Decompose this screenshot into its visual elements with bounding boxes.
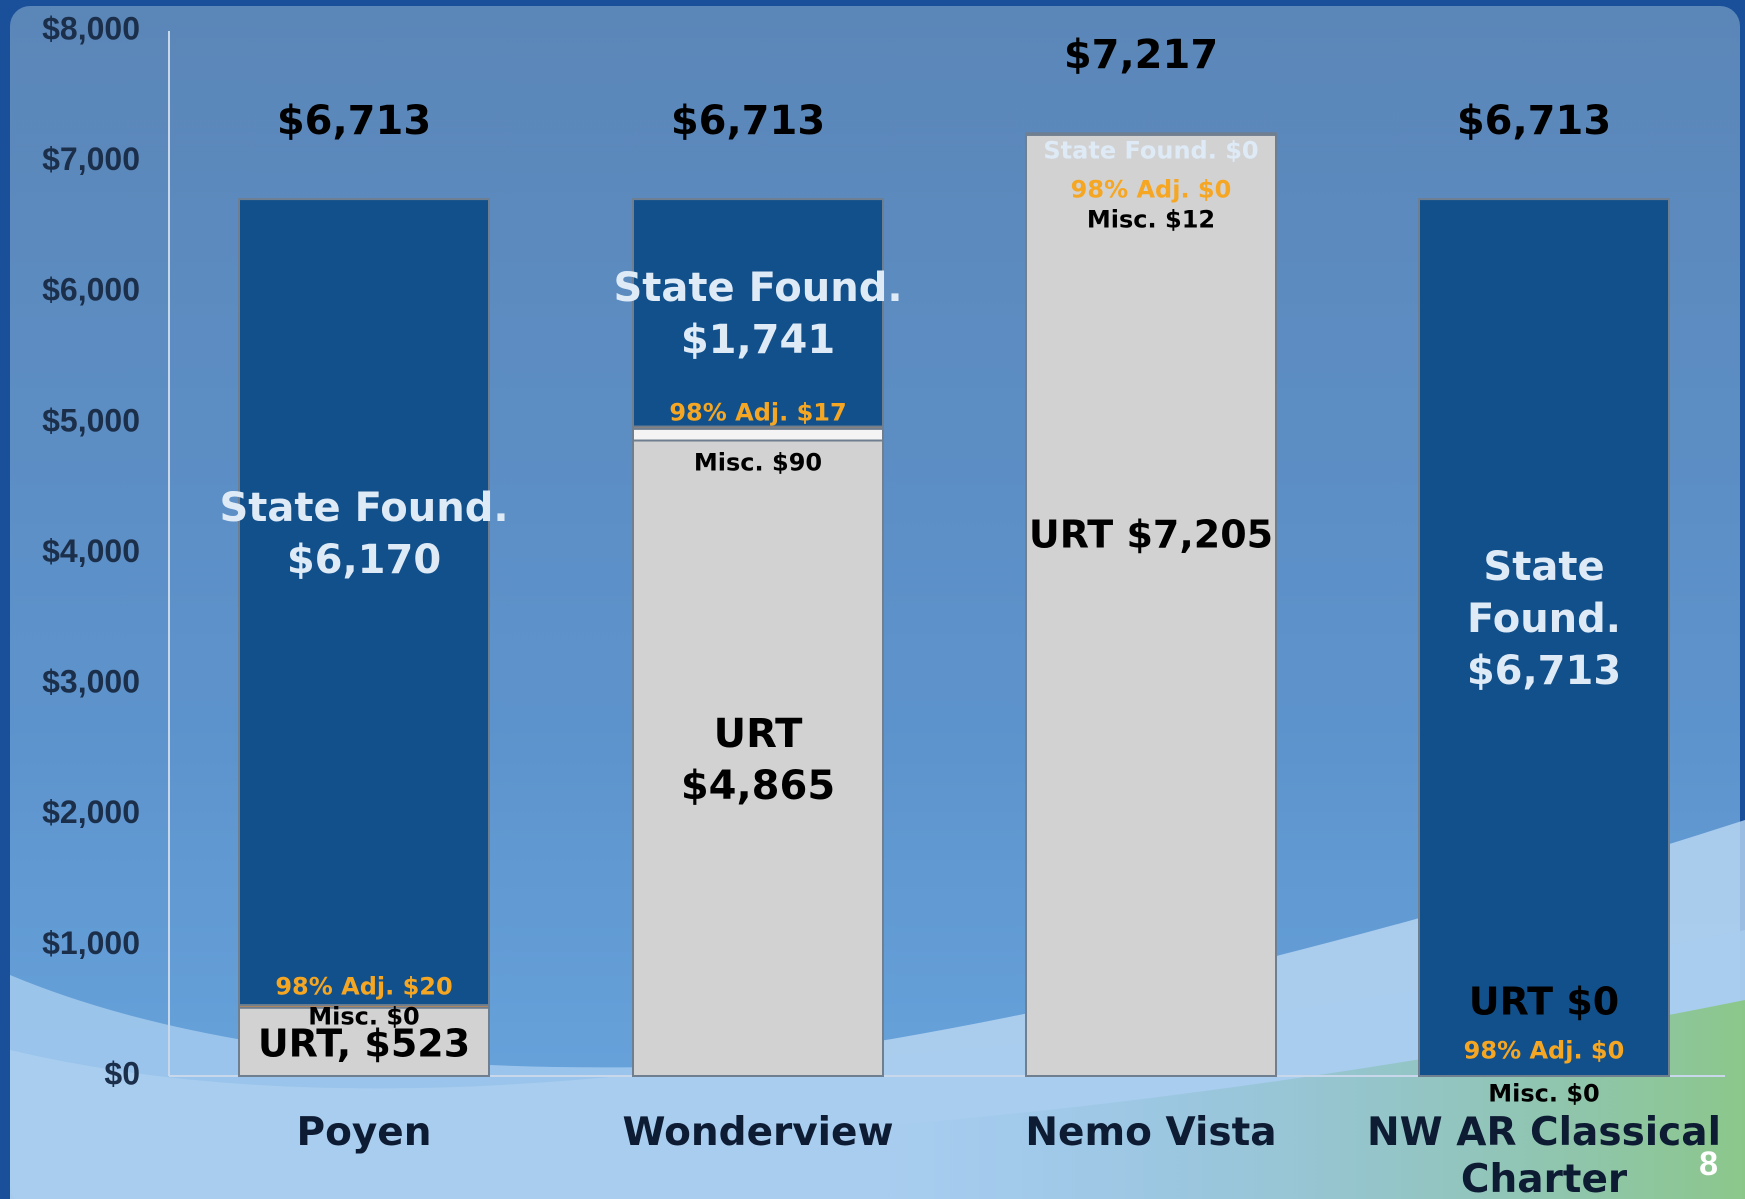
x-tick-label: NW AR Classical Charter	[1367, 1110, 1721, 1199]
segment-label: State Found. $6,170	[219, 485, 509, 583]
segment-label: 98% Adj. $0	[1070, 175, 1232, 204]
bar-segment	[238, 198, 490, 1007]
segment-label: Misc. $12	[1086, 205, 1216, 234]
segment-label: State Found. $0	[1043, 136, 1259, 165]
x-tick-label: Wonderview	[622, 1110, 894, 1155]
segment-label: State Found. $6,713	[1466, 544, 1622, 694]
y-tick-label: $1,000	[42, 925, 140, 961]
y-tick-label: $3,000	[42, 664, 140, 700]
segment-label: 98% Adj. $17	[669, 398, 847, 427]
bar-segment	[1025, 132, 1277, 136]
bar-segment	[632, 427, 884, 442]
y-tick-label: $0	[104, 1055, 140, 1091]
bar-segment	[632, 439, 884, 1077]
segment-label: URT, $523	[257, 1021, 471, 1066]
y-tick-label: $4,000	[42, 533, 140, 569]
segment-label: State Found. $1,741	[613, 265, 903, 363]
bar-segment	[1025, 133, 1277, 1078]
segment-label: Misc. $90	[693, 448, 823, 477]
bar-segment	[238, 1006, 490, 1077]
total-label: $6,713	[670, 98, 826, 145]
y-tick-label: $2,000	[42, 794, 140, 830]
total-label: $7,217	[1063, 32, 1219, 79]
segment-label: Misc. $0	[308, 1002, 420, 1031]
segment-label: URT $0	[1468, 979, 1620, 1024]
swoosh	[10, 1000, 1745, 1199]
total-label: $6,713	[276, 98, 432, 145]
page-number: 8	[1699, 1145, 1718, 1183]
bar-segment	[1418, 198, 1670, 1077]
y-tick-label: $8,000	[42, 10, 140, 46]
segment-label: URT $7,205	[1028, 512, 1274, 557]
segment-label: Misc. $0	[1488, 1079, 1600, 1108]
y-tick-label: $6,000	[42, 272, 140, 308]
total-label: $6,713	[1456, 98, 1612, 145]
x-tick-label: Nemo Vista	[1025, 1110, 1277, 1155]
x-tick-label: Poyen	[296, 1110, 432, 1155]
y-tick-label: $7,000	[42, 141, 140, 177]
segment-label: URT $4,865	[680, 711, 836, 809]
segment-label: 98% Adj. $0	[1463, 1036, 1625, 1065]
y-tick-label: $5,000	[42, 402, 140, 438]
segment-label: 98% Adj. $20	[275, 972, 453, 1001]
bar-segment	[632, 198, 884, 428]
